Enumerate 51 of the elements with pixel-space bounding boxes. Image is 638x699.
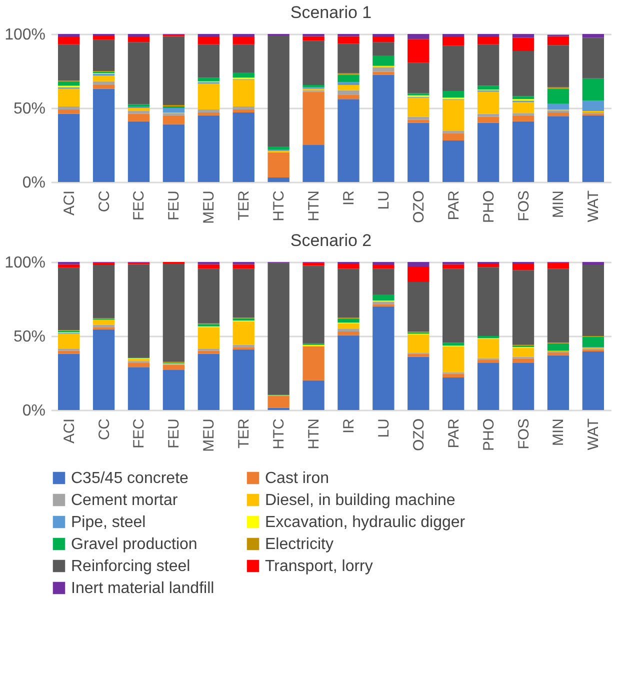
chart-title: Scenario 2 xyxy=(290,231,372,250)
x-tick-label: OZO xyxy=(410,418,428,451)
y-tick-label: 100% xyxy=(4,254,46,272)
x-tick-label: HTN xyxy=(306,190,323,222)
legend-label: Pipe, steel xyxy=(71,514,146,531)
x-tick-label: CC xyxy=(96,190,113,212)
x-tick-label: IR xyxy=(340,190,358,206)
x-tick-label: TER xyxy=(236,418,253,448)
x-tick-label: LU xyxy=(375,190,392,210)
x-tick-label: FOS xyxy=(515,190,532,222)
y-tick-label: 0% xyxy=(22,174,46,192)
legend-label: Inert material landfill xyxy=(71,580,214,597)
x-tick-label: ACI xyxy=(60,190,78,216)
x-tick-label: PHO xyxy=(480,418,498,452)
x-tick-label: FOS xyxy=(515,418,532,450)
x-tick-label: PAR xyxy=(445,418,462,448)
x-tick-label: FEC xyxy=(130,190,148,220)
x-tick-label: HTC xyxy=(270,418,288,450)
x-tick-label: MIN xyxy=(550,190,568,218)
y-tick-label: 50% xyxy=(13,100,46,118)
x-tick-label: WAT xyxy=(585,418,602,450)
x-tick-label: HTN xyxy=(306,418,323,450)
legend-label: Transport, lorry xyxy=(265,558,373,575)
y-tick-label: 0% xyxy=(22,402,46,420)
x-tick-label: FEC xyxy=(130,418,148,448)
x-tick-label: MIN xyxy=(550,418,568,446)
y-tick-label: 50% xyxy=(13,328,46,346)
legend-label: Gravel production xyxy=(71,536,198,553)
x-tick-label: PAR xyxy=(445,190,462,220)
x-tick-label: TER xyxy=(236,190,253,220)
legend-label: Reinforcing steel xyxy=(71,558,190,575)
x-tick-label: MEU xyxy=(200,190,218,224)
legend-label: Cast iron xyxy=(265,470,330,487)
chart-title: Scenario 1 xyxy=(290,3,372,22)
x-tick-label: HTC xyxy=(270,190,288,222)
legend-label: Electricity xyxy=(265,536,334,553)
legend-label: Diesel, in building machine xyxy=(265,492,456,509)
x-tick-label: MEU xyxy=(200,418,218,452)
legend-label: Cement mortar xyxy=(71,492,178,509)
x-tick-label: CC xyxy=(96,418,113,440)
x-tick-label: IR xyxy=(340,418,358,434)
x-tick-label: ACI xyxy=(60,418,78,444)
x-tick-label: FEU xyxy=(166,190,183,220)
x-tick-label: OZO xyxy=(410,190,428,223)
x-tick-label: WAT xyxy=(585,190,602,222)
x-tick-label: LU xyxy=(375,418,392,438)
x-tick-label: FEU xyxy=(166,418,183,448)
legend-label: Excavation, hydraulic digger xyxy=(265,514,466,531)
x-tick-label: PHO xyxy=(480,190,498,224)
legend-label: C35/45 concrete xyxy=(71,470,189,487)
y-tick-label: 100% xyxy=(4,26,46,44)
